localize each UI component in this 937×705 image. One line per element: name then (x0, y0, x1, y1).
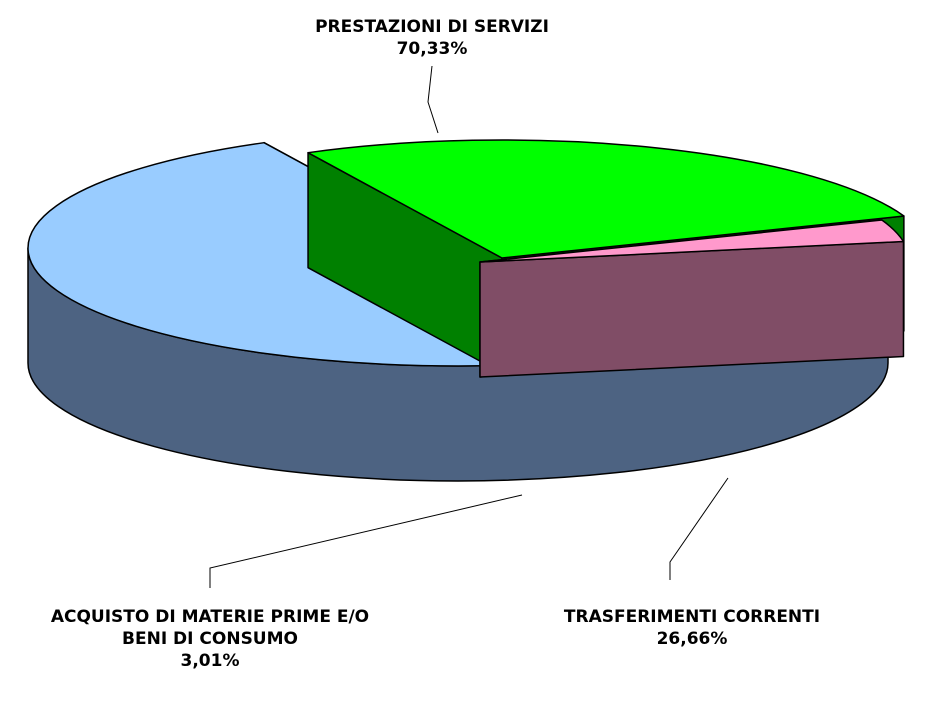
leader-line (209, 494, 523, 588)
slice-label: PRESTAZIONI DI SERVIZI 70,33% (282, 16, 582, 60)
leader-line (427, 65, 439, 134)
slice-top (307, 139, 905, 259)
category-name: ACQUISTO DI MATERIE PRIME E/O BENI DI CO… (50, 607, 370, 649)
value-label: 26,66% (656, 629, 728, 649)
slice-cut-face (479, 240, 905, 378)
slice-label: TRASFERIMENTI CORRENTI 26,66% (517, 606, 867, 650)
value-label: 70,33% (396, 39, 468, 59)
category-name: TRASFERIMENTI CORRENTI (563, 607, 821, 627)
leader-line (669, 477, 729, 580)
slice-top (479, 219, 905, 263)
slice-label: ACQUISTO DI MATERIE PRIME E/O BENI DI CO… (40, 606, 380, 672)
category-name: PRESTAZIONI DI SERVIZI (315, 17, 549, 37)
value-label: 3,01% (180, 651, 240, 671)
